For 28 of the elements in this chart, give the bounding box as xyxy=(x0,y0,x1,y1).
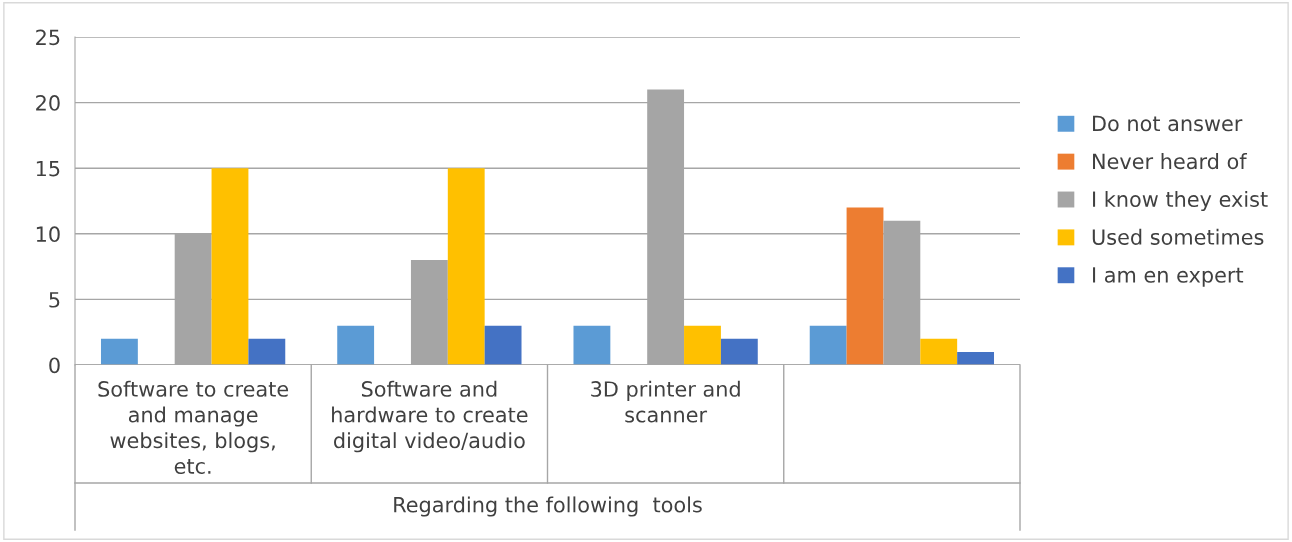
y-tick-label: 5 xyxy=(49,292,60,308)
x-tick-label: 3D printer and scanner xyxy=(591,380,740,423)
bar xyxy=(957,351,995,365)
legend-label: Never heard of xyxy=(1093,153,1248,170)
bar xyxy=(447,168,485,365)
bar xyxy=(846,207,884,365)
bar xyxy=(920,338,958,365)
legend-label: I am en expert xyxy=(1093,267,1244,287)
y-tick-label: 15 xyxy=(36,160,60,177)
y-tick-label: 25 xyxy=(36,29,60,46)
bar xyxy=(809,325,847,365)
bar xyxy=(684,325,721,365)
legend-label: Do not answer xyxy=(1093,115,1243,132)
bar xyxy=(248,338,286,365)
legend-label: I know they exist xyxy=(1093,190,1268,212)
y-tick-label: 0 xyxy=(49,357,60,374)
x-axis-title: Regarding the following tools xyxy=(394,496,702,517)
bar xyxy=(573,325,611,365)
x-tick-label: Software to create and manage websites, blogs, etc. xyxy=(98,380,289,474)
y-tick-label: 20 xyxy=(36,95,60,111)
bar xyxy=(211,168,249,365)
bar xyxy=(720,338,758,365)
bar xyxy=(337,325,375,365)
legend-label: Used sometimes xyxy=(1092,228,1264,245)
y-tick-label: 10 xyxy=(36,226,60,243)
x-tick-label: Software and hardware to create digital video/audio xyxy=(332,380,528,453)
bar xyxy=(484,325,522,365)
bar xyxy=(100,338,138,365)
